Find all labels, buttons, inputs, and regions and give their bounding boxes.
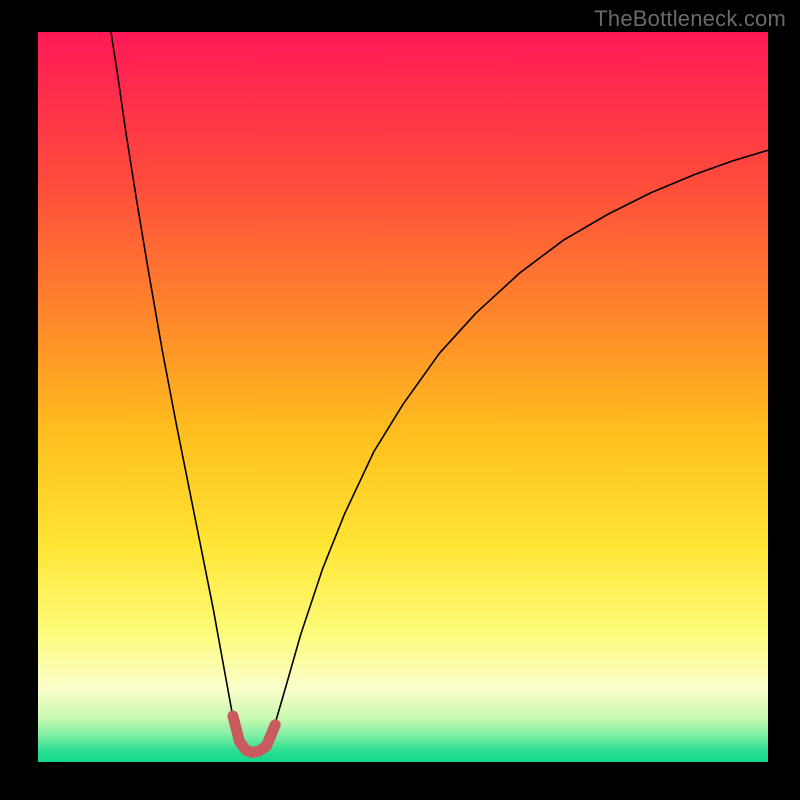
gradient-background (38, 32, 768, 762)
chart-canvas: TheBottleneck.com (0, 0, 800, 800)
plot-area (38, 32, 768, 762)
plot-svg (38, 32, 768, 762)
watermark-text: TheBottleneck.com (594, 6, 786, 32)
